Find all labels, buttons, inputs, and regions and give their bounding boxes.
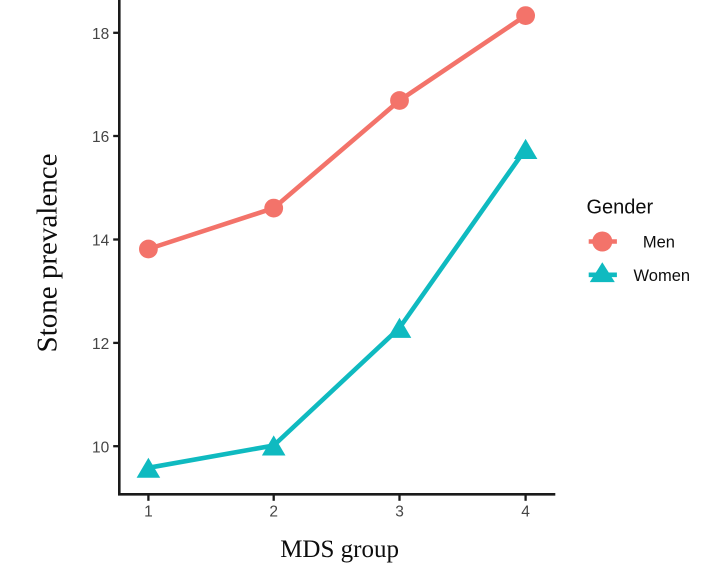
svg-text:14: 14 — [92, 233, 110, 250]
svg-text:1: 1 — [144, 503, 153, 520]
svg-text:18: 18 — [92, 26, 109, 43]
svg-text:Stone prevalence: Stone prevalence — [32, 154, 64, 353]
svg-text:16: 16 — [92, 129, 109, 146]
svg-text:2: 2 — [269, 503, 278, 520]
svg-text:4: 4 — [521, 503, 530, 520]
svg-text:MDS group: MDS group — [280, 536, 399, 563]
svg-text:10: 10 — [92, 439, 110, 456]
svg-text:12: 12 — [92, 336, 109, 353]
svg-text:3: 3 — [395, 503, 404, 520]
svg-text:Women: Women — [634, 267, 691, 285]
svg-text:Gender: Gender — [587, 196, 654, 218]
svg-text:Men: Men — [643, 234, 675, 252]
